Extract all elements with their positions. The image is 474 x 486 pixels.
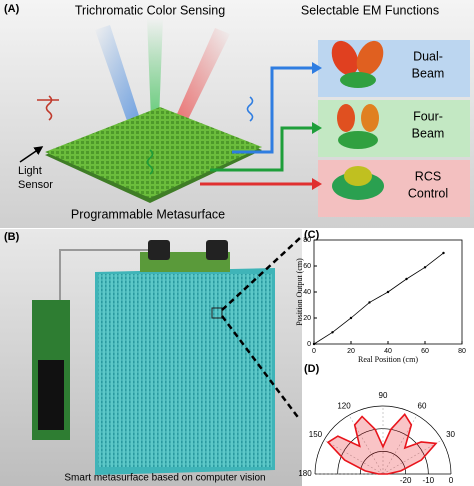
panel-label: (C) (304, 229, 320, 241)
data-point (331, 331, 334, 334)
camera (148, 240, 170, 260)
polar-spoke (323, 439, 384, 475)
x-tick-label: 0 (312, 348, 316, 355)
label: Sensor (18, 179, 53, 191)
theta-tick-label: 150 (309, 430, 323, 439)
arrow-head (312, 62, 322, 74)
label: Light (18, 165, 42, 177)
x-tick-label: 20 (347, 348, 355, 355)
data-point (423, 266, 427, 269)
label: Programmable Metasurface (71, 207, 225, 221)
r-tick-label: -10 (423, 476, 435, 485)
blue-wave (246, 96, 254, 122)
panel-label: (A) (4, 3, 20, 15)
green-wave (146, 149, 154, 175)
theta-tick-label: 90 (379, 391, 388, 400)
x-tick-label: 60 (421, 348, 429, 355)
panel-label: (B) (4, 231, 20, 243)
red-wave (37, 95, 59, 121)
r-tick-label: 0 (449, 476, 454, 485)
y-tick-label: 80 (303, 237, 311, 244)
y-axis-label: Position Output (cm) (295, 258, 304, 326)
zoom-line (221, 237, 301, 311)
polar-grid-ring (359, 450, 407, 475)
beam-pattern (331, 40, 384, 88)
y-tick-label: 20 (303, 315, 311, 322)
panel-cd-bg (302, 229, 474, 486)
function-label: Beam (412, 66, 445, 80)
metasurface-board (98, 274, 272, 467)
beam-pattern (337, 104, 379, 149)
camera (206, 240, 228, 260)
arrow-head (312, 178, 322, 190)
function-label: Beam (412, 126, 445, 140)
function-label: Control (408, 186, 448, 200)
theta-tick-label: 30 (446, 430, 455, 439)
arrow (210, 126, 312, 172)
theta-tick-label: 180 (298, 469, 312, 478)
arrow-head (312, 122, 322, 134)
radiation-pattern (326, 413, 438, 475)
connector (38, 360, 64, 430)
data-point (349, 316, 353, 320)
data-point (368, 301, 371, 304)
polar-spoke (382, 439, 443, 475)
theta-tick-label: 60 (418, 402, 427, 411)
theta-tick-label: 120 (337, 402, 351, 411)
x-tick-label: 40 (384, 348, 392, 355)
cable (59, 249, 148, 300)
pointer-arrow (19, 146, 44, 163)
arrow (232, 66, 312, 154)
caption: Smart metasurface based on computer visi… (64, 473, 265, 484)
metasurface (45, 107, 262, 198)
function-label: Dual- (413, 49, 443, 63)
x-tick-label: 80 (458, 348, 466, 355)
x-axis-label: Real Position (cm) (358, 355, 418, 364)
data-point (405, 277, 408, 281)
y-tick-label: 60 (303, 263, 311, 270)
y-tick-label: 0 (307, 341, 311, 348)
y-tick-label: 40 (303, 289, 311, 296)
data-point (386, 290, 390, 294)
zoom-box (211, 307, 223, 319)
function-label: RCS (415, 169, 441, 183)
polar-grid-ring (314, 405, 452, 475)
data-line (313, 252, 444, 345)
heading: Trichromatic Color Sensing (75, 3, 225, 17)
panel-label: (D) (304, 363, 320, 375)
data-point (442, 251, 445, 255)
function-label: Four- (413, 109, 443, 123)
data-point (312, 342, 316, 346)
zoom-line (221, 315, 301, 421)
r-tick-label: -20 (400, 476, 412, 485)
heading: Selectable EM Functions (301, 3, 439, 17)
beam-pattern (332, 166, 384, 200)
